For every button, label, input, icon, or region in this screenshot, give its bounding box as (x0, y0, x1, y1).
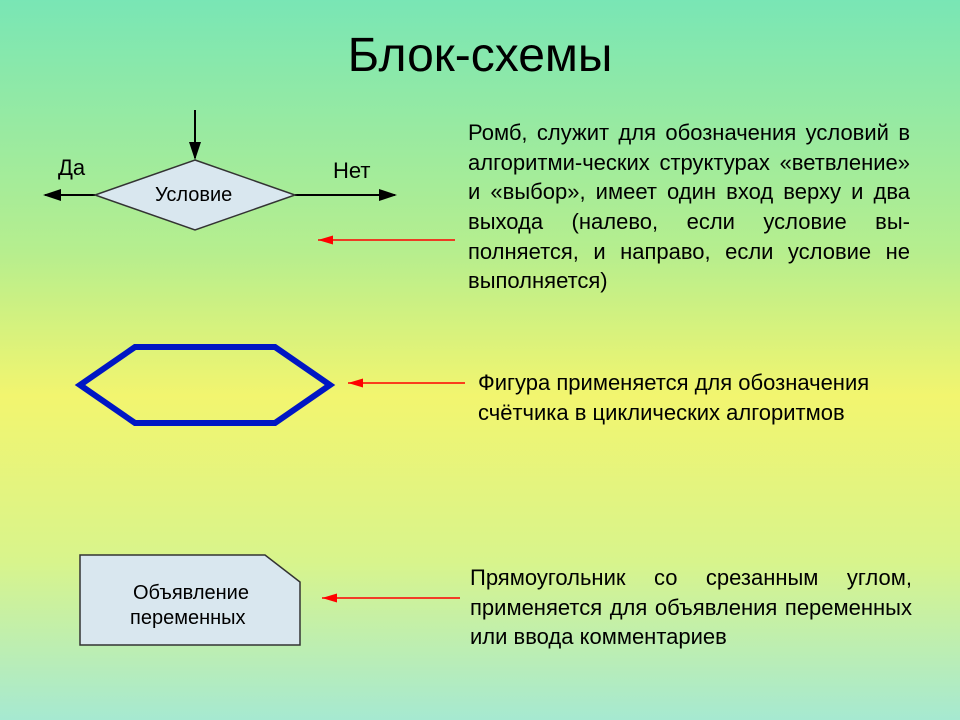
label-no: Нет (333, 158, 370, 184)
description-cutrect: Прямоугольник со срезанным углом, примен… (470, 563, 912, 652)
description-hexagon: Фигура применяется для обозначения счётч… (478, 368, 898, 427)
page-title: Блок-схемы (0, 28, 960, 83)
label-yes: Да (58, 155, 85, 181)
slide-content: Блок-схемы Да Нет Ромб, служит для обозн… (0, 0, 960, 720)
description-rhombus: Ромб, служит для обозначения условий в а… (468, 118, 910, 296)
